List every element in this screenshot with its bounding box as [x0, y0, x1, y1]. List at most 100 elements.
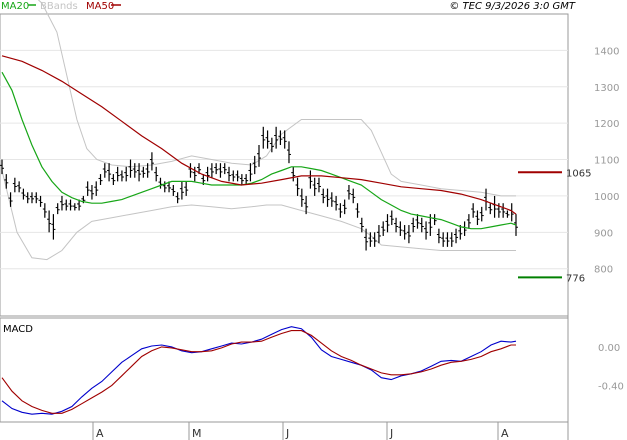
- macd-title: MACD: [3, 324, 33, 335]
- price-bar: [346, 185, 351, 200]
- lower-level-label: 776: [566, 273, 585, 284]
- price-bar: [47, 210, 52, 233]
- price-bar: [291, 166, 296, 182]
- price-bar: [167, 181, 172, 193]
- price-bar: [389, 210, 394, 226]
- price-bar: [111, 174, 116, 186]
- price-bar: [227, 166, 232, 182]
- price-bar: [29, 192, 34, 204]
- price-bar: [128, 159, 133, 178]
- price-tick-1300: 1300: [594, 83, 619, 94]
- price-bar: [179, 181, 184, 200]
- price-bar: [458, 225, 463, 240]
- price-panel-frame: [0, 13, 569, 317]
- legend-ma20: MA20: [1, 1, 29, 12]
- price-bar: [398, 221, 403, 236]
- price-bar: [85, 181, 90, 196]
- price-bar: [21, 188, 26, 200]
- price-bar: [304, 195, 309, 215]
- price-bar: [248, 163, 253, 182]
- price-bar: [402, 225, 407, 240]
- price-bar: [34, 192, 39, 204]
- price-bar: [64, 199, 69, 211]
- price-bar: [231, 170, 236, 182]
- price-bar: [257, 144, 261, 167]
- price-bar: [141, 166, 146, 178]
- price-bar: [55, 203, 60, 215]
- price-bar: [89, 185, 94, 200]
- price-bar: [162, 181, 167, 193]
- legend: MA20 BBands MA50: [1, 1, 121, 12]
- price-bar: [25, 192, 30, 204]
- price-bar: [154, 166, 159, 182]
- price-bar: [17, 181, 22, 193]
- price-bar: [188, 163, 193, 178]
- price-bar: [137, 163, 142, 182]
- price-bar: [312, 177, 317, 196]
- month-label-3: J: [389, 427, 393, 440]
- price-bar: [308, 170, 313, 189]
- price-bar: [329, 192, 334, 207]
- price-bar: [235, 170, 240, 182]
- macd-axis: 0.00 -0.40: [598, 343, 624, 392]
- price-bar: [94, 181, 99, 196]
- price-bar: [218, 163, 223, 178]
- legend-ma50: MA50: [86, 1, 114, 12]
- price-tick-1400: 1400: [594, 46, 619, 57]
- price-bar: [424, 221, 429, 240]
- price-bar: [269, 137, 274, 153]
- price-bar: [98, 174, 103, 186]
- price-tick-1200: 1200: [594, 119, 619, 130]
- price-bar: [321, 188, 326, 204]
- price-bar: [295, 177, 300, 196]
- price-bar: [77, 199, 82, 211]
- price-bar: [175, 192, 180, 204]
- price-bar: [299, 188, 304, 207]
- price-bar: [445, 232, 450, 247]
- price-bar: [466, 214, 471, 229]
- price-bar: [325, 188, 330, 207]
- price-bar: [359, 217, 364, 233]
- price-grid: [0, 49, 568, 270]
- price-bar: [338, 203, 343, 218]
- price-bar: [124, 166, 129, 182]
- price-bar: [454, 228, 459, 244]
- price-bar: [278, 130, 283, 145]
- price-bar: [492, 195, 497, 218]
- price-bar: [488, 203, 493, 215]
- price-bar: [244, 174, 249, 186]
- legend-bbands: BBands: [40, 1, 78, 12]
- price-bar: [406, 225, 411, 244]
- price-bar: [265, 130, 270, 149]
- price-bar: [252, 155, 257, 175]
- price-bar: [42, 203, 47, 218]
- price-bar: [149, 152, 154, 171]
- price-tick-800: 800: [594, 265, 613, 276]
- price-bar: [0, 159, 4, 175]
- month-label-2: J: [285, 427, 289, 440]
- price-tick-900: 900: [594, 228, 613, 239]
- price-bar: [342, 199, 347, 215]
- upper-level-label: 1065: [566, 168, 591, 179]
- price-bar: [239, 174, 244, 186]
- price-bar: [115, 166, 120, 182]
- price-bar: [475, 210, 480, 226]
- month-label-1: M: [192, 427, 202, 440]
- price-bar: [209, 163, 214, 178]
- price-bar: [192, 166, 197, 182]
- price-tick-1000: 1000: [594, 192, 619, 203]
- price-bar: [441, 232, 446, 247]
- macd-series-signal: [1, 330, 516, 414]
- price-bar: [205, 166, 210, 182]
- price-bar: [316, 177, 321, 193]
- price-bar: [385, 214, 390, 233]
- price-bar: [501, 203, 506, 218]
- price-bar: [484, 188, 489, 211]
- price-axis: 800 900 1000 1100 1200 1300 1400: [594, 46, 619, 275]
- price-bar: [59, 195, 64, 211]
- macd-panel-frame: [0, 317, 569, 423]
- price-bar: [286, 141, 291, 164]
- price-tick-1100: 1100: [594, 156, 619, 167]
- source-timestamp: © TEC 9/3/2026 3:0 GMT: [449, 1, 576, 12]
